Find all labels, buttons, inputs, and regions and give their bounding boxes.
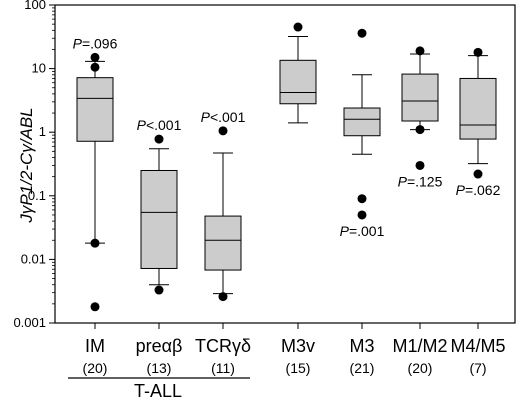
outlier-point (154, 134, 164, 144)
y-tick-label: 0.1 (28, 188, 46, 203)
outlier-point (218, 126, 228, 136)
y-tick-label: 0.001 (13, 315, 46, 330)
y-tick-label: 1 (39, 124, 46, 139)
outlier-point (415, 160, 425, 170)
p-value-label: P=.096 (73, 35, 118, 51)
y-tick-label: 10 (32, 61, 46, 76)
sample-size-label: (15) (286, 360, 311, 376)
category-label: TCRγδ (195, 336, 251, 356)
sample-size-label: (20) (408, 360, 433, 376)
box (140, 169, 178, 269)
box (343, 107, 381, 137)
box (76, 77, 114, 142)
t-all-group-label: T-ALL (134, 381, 182, 401)
outlier-point (90, 62, 100, 72)
box (204, 215, 242, 271)
category-label: M1/M2 (392, 336, 447, 356)
outlier-point (357, 210, 367, 220)
p-value-label: P=.125 (398, 173, 443, 189)
sample-size-label: (7) (469, 360, 486, 376)
outlier-point (218, 292, 228, 302)
outlier-point (357, 194, 367, 204)
p-value-label: P=.001 (340, 223, 385, 239)
category-label: IM (85, 336, 105, 356)
outlier-point (90, 238, 100, 248)
sample-size-label: (11) (211, 360, 235, 376)
box (279, 59, 317, 105)
y-axis-title: JγP1/2-Cγ/ABL (17, 107, 36, 223)
outlier-point (90, 302, 100, 312)
category-label: preαβ (136, 336, 183, 356)
y-tick-label: 0.01 (21, 251, 46, 266)
y-tick-label: 100 (24, 0, 46, 12)
p-value-label: P=.062 (456, 182, 501, 198)
outlier-point (415, 46, 425, 56)
outlier-point (154, 285, 164, 295)
p-value-label: P<.001 (201, 109, 246, 125)
p-value-label: P<.001 (137, 117, 182, 133)
box (459, 77, 497, 140)
outlier-point (90, 52, 100, 62)
plot-frame (54, 4, 516, 324)
category-label: M4/M5 (450, 336, 505, 356)
outlier-point (415, 125, 425, 135)
box (401, 73, 439, 122)
sample-size-label: (21) (350, 360, 375, 376)
outlier-point (293, 22, 303, 32)
sample-size-label: (20) (83, 360, 108, 376)
outlier-point (473, 169, 483, 179)
category-label: M3 (349, 336, 374, 356)
sample-size-label: (13) (147, 360, 172, 376)
outlier-point (473, 47, 483, 57)
category-label: M3v (281, 336, 315, 356)
outlier-point (357, 28, 367, 38)
